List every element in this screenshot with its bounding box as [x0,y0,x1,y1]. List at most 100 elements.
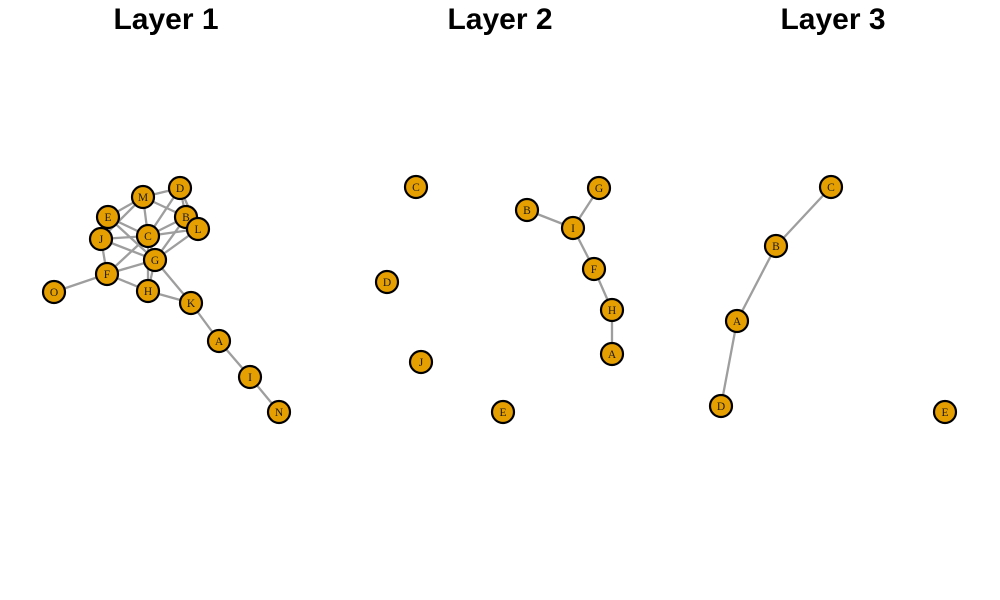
node-label: F [104,269,110,281]
node-circle [403,174,429,200]
node-F: F [94,261,120,287]
layer-3-panel: Layer 3 C B A D E [708,3,958,425]
node-F: F [581,256,607,282]
node-I: I [237,364,263,390]
layer-3-edges [719,185,833,408]
layer-1-title: Layer 1 [113,3,218,36]
node-label: A [733,316,742,328]
node-H: H [135,278,161,304]
node-label: B [182,212,190,224]
node-circle [599,297,625,323]
edge-C-B [774,185,833,248]
node-label: G [595,183,603,195]
node-E: E [95,204,121,230]
node-M: M [130,184,156,210]
node-circle [374,269,400,295]
node-circle [135,278,161,304]
node-circle [95,204,121,230]
edge-A-D [719,319,739,408]
node-circle [130,184,156,210]
layer-2-panel: Layer 2 C D J E B I G F H A [374,3,625,425]
node-label: I [248,372,252,384]
node-I: I [560,215,586,241]
node-G: G [142,247,168,273]
node-circle [408,349,434,375]
node-C: C [135,223,161,249]
node-O: O [41,279,67,305]
node-circle [142,247,168,273]
node-label: B [523,205,531,217]
node-label: I [571,223,575,235]
node-circle [266,399,292,425]
node-circle [185,216,211,242]
node-B: B [763,233,789,259]
node-circle [94,261,120,287]
node-circle [167,175,193,201]
node-circle [237,364,263,390]
node-circle [763,233,789,259]
node-K: K [178,290,204,316]
node-label: E [104,212,111,224]
node-label: C [827,182,835,194]
node-circle [708,393,734,419]
node-label: N [275,407,284,419]
node-circle [514,197,540,223]
node-label: D [717,401,725,413]
layer-1-nodes: M D E BL J CG F O H K A I N [41,175,292,425]
node-label: M [138,192,148,204]
node-J: J [88,226,114,252]
node-label: A [608,349,617,361]
node-circle [178,290,204,316]
layer-1-panel: Layer 1 M D E BL J CG F O H K A I N [41,3,292,425]
node-circle [599,341,625,367]
node-D: D [167,175,193,201]
node-circle [586,175,612,201]
node-E: E [932,399,958,425]
node-label: H [608,305,616,317]
layer-3-title: Layer 3 [780,3,885,36]
node-label: E [941,407,948,419]
node-L: L [185,216,211,242]
node-label: O [50,287,58,299]
node-D: D [374,269,400,295]
node-A: A [206,328,232,354]
node-label: K [187,298,196,310]
node-circle [724,308,750,334]
node-G: G [586,175,612,201]
node-circle [581,256,607,282]
node-D: D [708,393,734,419]
node-label: H [144,286,152,298]
node-H: H [599,297,625,323]
node-circle [490,399,516,425]
node-label: G [151,255,159,267]
node-label: C [412,182,420,194]
node-circle [135,223,161,249]
node-C: C [818,174,844,200]
node-label: J [99,234,104,246]
node-circle [932,399,958,425]
layer-3-nodes: C B A D E [708,174,958,425]
node-C: C [403,174,429,200]
node-label: B [772,241,780,253]
node-A: A [724,308,750,334]
node-circle [818,174,844,200]
node-label: D [176,183,184,195]
layer-2-nodes: C D J E B I G F H A [374,174,625,425]
node-circle [88,226,114,252]
node-label: L [194,224,201,236]
node-E: E [490,399,516,425]
node-N: N [266,399,292,425]
node-label: C [144,231,152,243]
node-label: D [383,277,391,289]
node-label: J [419,357,424,369]
node-label: E [499,407,506,419]
layer-2-title: Layer 2 [447,3,552,36]
node-label: A [215,336,224,348]
node-label: F [591,264,597,276]
node-B: B [514,197,540,223]
node-circle [560,215,586,241]
edge-B-A [735,244,778,323]
node-circle [41,279,67,305]
node-J: J [408,349,434,375]
